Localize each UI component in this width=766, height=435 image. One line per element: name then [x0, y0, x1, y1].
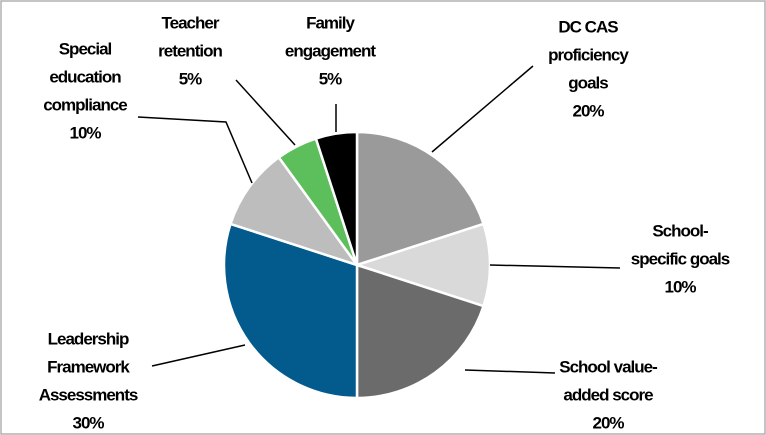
slice-label: School value-: [559, 357, 657, 376]
pie-slice: [314, 130, 359, 266]
leader-line: [431, 65, 534, 153]
slice-label: retention: [158, 41, 222, 60]
slice-value-label: 20%: [572, 101, 604, 120]
leader-line: [464, 369, 556, 374]
slice-value-label: 10%: [664, 277, 696, 296]
slice-label: engagement: [285, 41, 376, 60]
slice-label: specific goals: [631, 249, 730, 268]
pie-slice: [352, 222, 492, 308]
slice-label: education: [49, 67, 121, 86]
slice-value-label: 5%: [319, 69, 342, 88]
leader-line: [137, 116, 253, 184]
slice-value-label: 30%: [72, 413, 104, 432]
leader-line: [235, 79, 296, 146]
leader-line: [151, 344, 246, 367]
slice-label: DC CAS: [558, 17, 618, 36]
slice-label: compliance: [43, 95, 127, 114]
slice-label: School-: [652, 221, 708, 240]
pie-slice: [222, 222, 359, 400]
slice-value-label: 20%: [592, 413, 624, 432]
leader-line: [489, 264, 621, 269]
slice-label: Family: [306, 13, 355, 32]
slice-label: Teacher: [162, 13, 220, 32]
slice-label: Framework: [47, 357, 130, 376]
slice-label: Leadership: [48, 329, 129, 348]
slice-label: Special: [59, 39, 112, 58]
slice-label: Assessments: [39, 385, 138, 404]
slice-value-label: 5%: [179, 69, 202, 88]
pie-slice: [355, 263, 486, 400]
slice-label: added score: [563, 385, 653, 404]
slice-value-label: 10%: [69, 123, 101, 142]
slice-label: goals: [568, 73, 608, 92]
pie-slice: [228, 155, 361, 268]
slice-label: proficiency: [548, 45, 629, 64]
pie-slice: [355, 130, 486, 267]
